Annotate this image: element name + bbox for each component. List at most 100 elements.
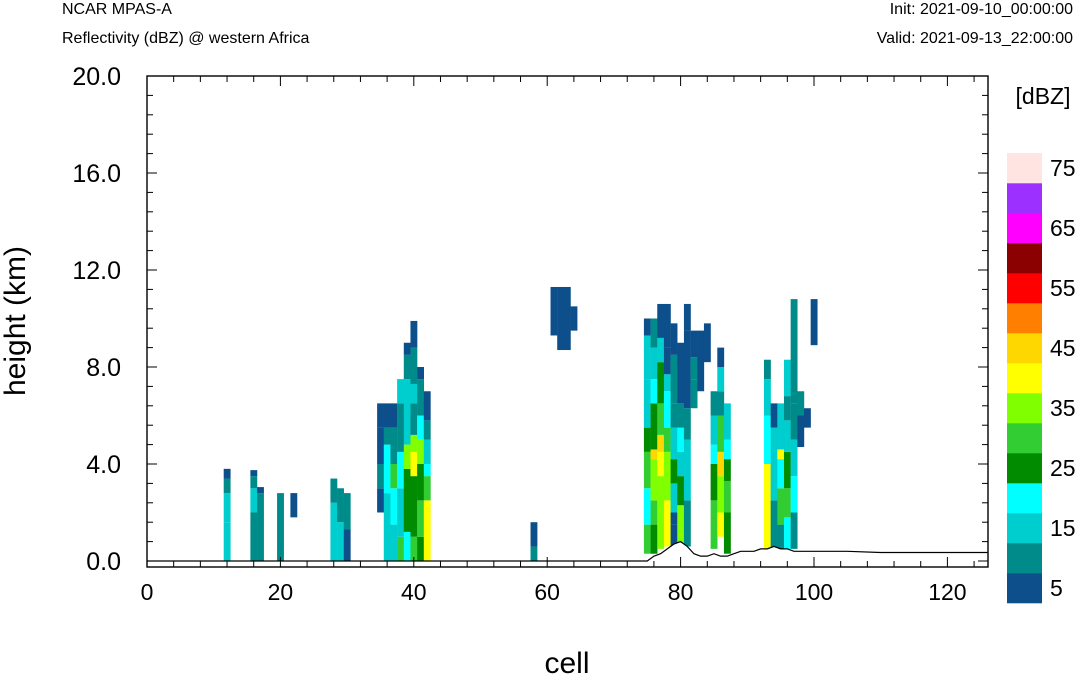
terrain-area xyxy=(147,541,988,569)
x-axis-label: cell xyxy=(544,647,589,677)
colorbar-label: 45 xyxy=(1050,335,1076,361)
reflectivity-cell xyxy=(770,403,778,428)
reflectivity-cell xyxy=(250,476,258,489)
reflectivity-cell xyxy=(783,420,791,452)
reflectivity-cell xyxy=(663,347,671,375)
reflectivity-cell xyxy=(390,403,398,428)
reflectivity-cell xyxy=(697,330,705,367)
x-tick-label: 80 xyxy=(668,579,694,605)
model-name: NCAR MPAS-A xyxy=(62,1,172,18)
reflectivity-cell xyxy=(337,488,344,523)
x-tick-label: 0 xyxy=(141,579,154,605)
reflectivity-cell xyxy=(403,468,411,532)
reflectivity-cell xyxy=(690,330,698,358)
colorbar-swatch xyxy=(1007,453,1042,484)
reflectivity-cell xyxy=(710,500,718,549)
reflectivity-cell xyxy=(550,286,558,336)
y-axis-label: height (km) xyxy=(0,246,32,396)
terrain-fill xyxy=(147,540,988,569)
colorbar-swatch xyxy=(1007,573,1042,604)
reflectivity-cell xyxy=(390,488,398,525)
reflectivity-cell xyxy=(650,379,658,404)
reflectivity-cell xyxy=(383,427,391,445)
reflectivity-cell xyxy=(643,451,651,489)
reflectivity-cell xyxy=(377,403,384,428)
y-tick-label: 0.0 xyxy=(86,548,121,576)
reflectivity-cell xyxy=(797,415,805,448)
reflectivity-cell xyxy=(670,524,678,547)
reflectivity-cell xyxy=(723,459,731,481)
reflectivity-cell xyxy=(683,500,691,547)
reflectivity-cell xyxy=(803,408,811,428)
reflectivity-cell xyxy=(563,286,571,351)
reflectivity-cell xyxy=(377,427,384,464)
reflectivity-cell xyxy=(670,512,678,525)
reflectivity-cell xyxy=(383,403,391,428)
reflectivity-cell xyxy=(383,493,391,561)
reflectivity-cell xyxy=(677,505,685,545)
reflectivity-cell xyxy=(723,439,731,460)
reflectivity-cell xyxy=(723,403,731,440)
reflectivity-cell xyxy=(403,354,411,380)
reflectivity-cell xyxy=(417,415,425,440)
terrain-line xyxy=(147,540,988,562)
reflectivity-cell xyxy=(557,286,565,351)
reflectivity-cell xyxy=(650,459,658,501)
reflectivity-cell xyxy=(410,383,418,404)
reflectivity-cell xyxy=(403,379,411,416)
reflectivity-cell xyxy=(663,451,671,501)
valid-time: Valid: 2021-09-13_22:00:00 xyxy=(876,30,1073,47)
reflectivity-cell xyxy=(397,379,404,404)
reflectivity-cell xyxy=(790,512,798,549)
reflectivity-cell xyxy=(663,303,671,348)
reflectivity-cell xyxy=(657,337,665,363)
reflectivity-cell xyxy=(763,415,771,464)
reflectivity-cell xyxy=(417,536,425,561)
reflectivity-cell xyxy=(250,512,258,561)
reflectivity-cell xyxy=(397,488,404,537)
reflectivity-cell xyxy=(650,449,658,460)
colorbar-label: 35 xyxy=(1050,395,1076,421)
reflectivity-cell xyxy=(643,488,651,525)
reflectivity-cell xyxy=(710,464,718,501)
reflectivity-cell xyxy=(810,299,818,346)
reflectivity-cell xyxy=(683,439,691,501)
reflectivity-cell xyxy=(410,476,418,537)
colorbar-units: [dBZ] xyxy=(1016,83,1071,109)
colorbar-label: 5 xyxy=(1050,575,1063,601)
reflectivity-cell xyxy=(657,362,665,404)
y-tick-label: 12.0 xyxy=(72,257,121,285)
reflectivity-cell xyxy=(410,347,418,384)
reflectivity-cell xyxy=(423,500,431,561)
reflectivity-cell xyxy=(223,468,231,479)
y-tick-label: 20.0 xyxy=(72,63,121,91)
reflectivity-cell xyxy=(417,439,425,464)
reflectivity-cell xyxy=(783,517,791,549)
reflectivity-cell xyxy=(650,500,658,525)
reflectivity-cell xyxy=(677,451,685,477)
y-tick-label: 16.0 xyxy=(72,160,121,188)
colorbar-label: 25 xyxy=(1050,455,1076,481)
reflectivity-cell xyxy=(390,464,398,489)
reflectivity-cell xyxy=(290,493,298,518)
reflectivity-cell xyxy=(343,493,351,530)
reflectivity-cell xyxy=(410,434,418,452)
reflectivity-cell xyxy=(530,522,538,547)
reflectivity-cell xyxy=(683,408,691,440)
reflectivity-cell xyxy=(223,478,231,494)
colorbar-label: 15 xyxy=(1050,515,1076,541)
reflectivity-cell xyxy=(410,451,418,477)
colorbar-label: 75 xyxy=(1050,155,1076,181)
reflectivity-cell xyxy=(717,367,725,392)
reflectivity-cell xyxy=(677,476,685,506)
reflectivity-cell xyxy=(690,379,698,409)
reflectivity-cell xyxy=(657,303,665,338)
reflectivity-cell xyxy=(223,493,231,523)
reflectivity-cell xyxy=(657,451,665,477)
reflectivity-cell xyxy=(650,318,658,348)
reflectivity-cell xyxy=(397,536,404,561)
colorbar: 5 15 25 35 45 55 65 75 xyxy=(1007,153,1076,604)
reflectivity-cell xyxy=(697,367,705,392)
colorbar-swatch xyxy=(1007,393,1042,424)
